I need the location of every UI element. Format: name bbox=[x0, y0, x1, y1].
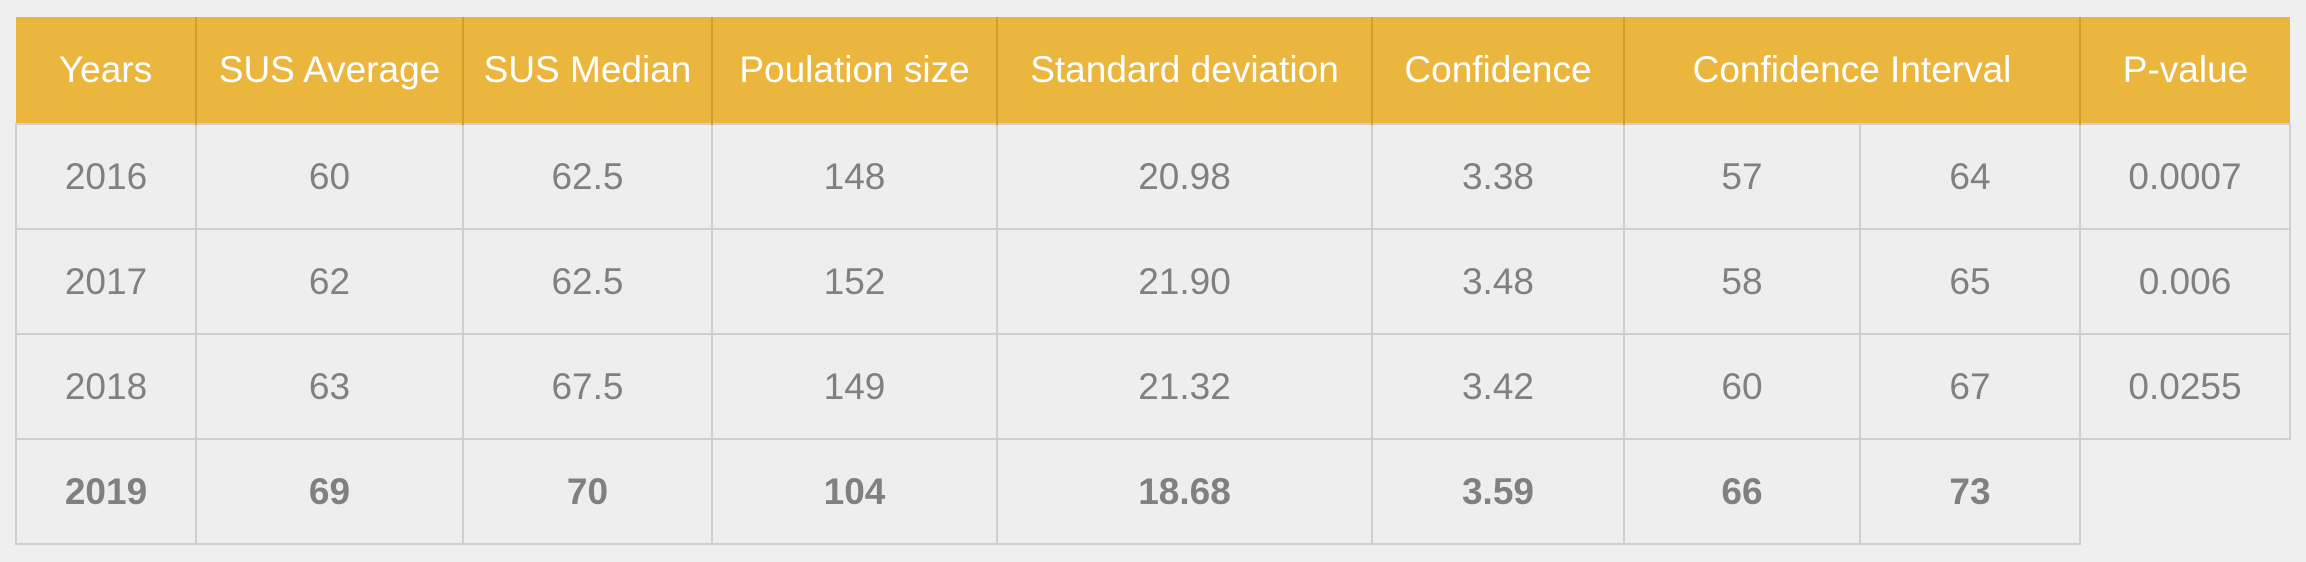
header-standard-deviation: Standard deviation bbox=[997, 17, 1373, 124]
cell-sus-median: 70 bbox=[462, 438, 713, 545]
cell-ci-low: 57 bbox=[1623, 123, 1861, 230]
cell-year: 2018 bbox=[15, 333, 197, 440]
cell-population-size: 148 bbox=[711, 123, 998, 230]
cell-sus-average: 63 bbox=[195, 333, 464, 440]
header-sus-median: SUS Median bbox=[463, 17, 713, 124]
cell-population-size: 104 bbox=[711, 438, 998, 545]
cell-standard-deviation: 21.90 bbox=[996, 228, 1373, 335]
cell-year: 2016 bbox=[15, 123, 197, 230]
sus-results-table: Years SUS Average SUS Median Poulation s… bbox=[15, 17, 2291, 545]
cell-standard-deviation: 21.32 bbox=[996, 333, 1373, 440]
cell-ci-high: 64 bbox=[1859, 123, 2081, 230]
cell-population-size: 149 bbox=[711, 333, 998, 440]
cell-population-size: 152 bbox=[711, 228, 998, 335]
cell-ci-high: 65 bbox=[1859, 228, 2081, 335]
cell-sus-average: 69 bbox=[195, 438, 464, 545]
cell-p-value-empty bbox=[2080, 438, 2290, 544]
cell-p-value: 0.0007 bbox=[2079, 123, 2291, 230]
cell-ci-low: 60 bbox=[1623, 333, 1861, 440]
cell-sus-average: 60 bbox=[195, 123, 464, 230]
cell-ci-low: 58 bbox=[1623, 228, 1861, 335]
header-confidence: Confidence bbox=[1372, 17, 1625, 124]
cell-confidence: 3.48 bbox=[1371, 228, 1625, 335]
cell-sus-average: 62 bbox=[195, 228, 464, 335]
table-row: 2017 62 62.5 152 21.90 3.48 58 65 0.006 bbox=[15, 228, 2291, 335]
table-row: 2016 60 62.5 148 20.98 3.38 57 64 0.0007 bbox=[15, 123, 2291, 230]
header-sus-average: SUS Average bbox=[196, 17, 464, 124]
cell-sus-median: 62.5 bbox=[462, 123, 713, 230]
header-years: Years bbox=[16, 17, 197, 124]
cell-sus-median: 62.5 bbox=[462, 228, 713, 335]
cell-confidence: 3.38 bbox=[1371, 123, 1625, 230]
cell-ci-low: 66 bbox=[1623, 438, 1861, 545]
cell-p-value: 0.0255 bbox=[2079, 333, 2291, 440]
table-row-highlighted: 2019 69 70 104 18.68 3.59 66 73 bbox=[15, 438, 2290, 545]
cell-ci-high: 67 bbox=[1859, 333, 2081, 440]
header-row: Years SUS Average SUS Median Poulation s… bbox=[16, 17, 2290, 124]
cell-standard-deviation: 18.68 bbox=[996, 438, 1373, 545]
cell-confidence: 3.59 bbox=[1371, 438, 1625, 545]
cell-standard-deviation: 20.98 bbox=[996, 123, 1373, 230]
table-row: 2018 63 67.5 149 21.32 3.42 60 67 0.0255 bbox=[15, 333, 2291, 440]
sus-results-table-container: Years SUS Average SUS Median Poulation s… bbox=[15, 17, 2291, 545]
header-p-value: P-value bbox=[2080, 17, 2290, 124]
cell-year: 2017 bbox=[15, 228, 197, 335]
cell-ci-high: 73 bbox=[1859, 438, 2081, 545]
header-population-size: Poulation size bbox=[712, 17, 998, 124]
cell-confidence: 3.42 bbox=[1371, 333, 1625, 440]
cell-year: 2019 bbox=[15, 438, 197, 545]
header-confidence-interval: Confidence Interval bbox=[1624, 17, 2081, 124]
cell-sus-median: 67.5 bbox=[462, 333, 713, 440]
cell-p-value: 0.006 bbox=[2079, 228, 2291, 335]
